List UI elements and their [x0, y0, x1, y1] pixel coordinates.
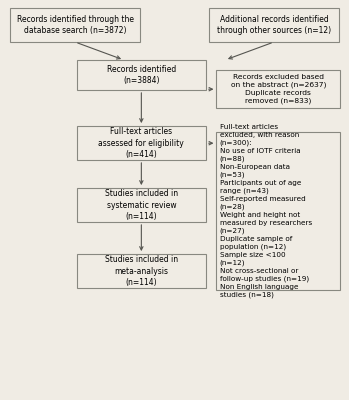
Text: Records identified through the
database search (n=3872): Records identified through the database …: [16, 15, 134, 35]
Text: Additional records identified
through other sources (n=12): Additional records identified through ot…: [217, 15, 331, 35]
FancyBboxPatch shape: [77, 188, 206, 222]
Text: Full-text articles
assessed for eligibility
(n=414): Full-text articles assessed for eligibil…: [98, 127, 184, 159]
Text: Records identified
(n=3884): Records identified (n=3884): [107, 65, 176, 85]
Text: Studies included in
meta-analysis
(n=114): Studies included in meta-analysis (n=114…: [105, 255, 178, 287]
FancyBboxPatch shape: [10, 8, 140, 42]
Text: Records excluded based
on the abstract (n=2637)
Duplicate records
removed (n=833: Records excluded based on the abstract (…: [231, 74, 326, 104]
FancyBboxPatch shape: [216, 70, 340, 108]
FancyBboxPatch shape: [216, 132, 340, 290]
Text: Studies included in
systematic review
(n=114): Studies included in systematic review (n…: [105, 189, 178, 221]
Text: Full-text articles
excluded, with reason
(n=300):
No use of IOTF criteria
(n=88): Full-text articles excluded, with reason…: [220, 124, 312, 298]
FancyBboxPatch shape: [77, 60, 206, 90]
FancyBboxPatch shape: [77, 254, 206, 288]
FancyBboxPatch shape: [209, 8, 339, 42]
FancyBboxPatch shape: [77, 126, 206, 160]
